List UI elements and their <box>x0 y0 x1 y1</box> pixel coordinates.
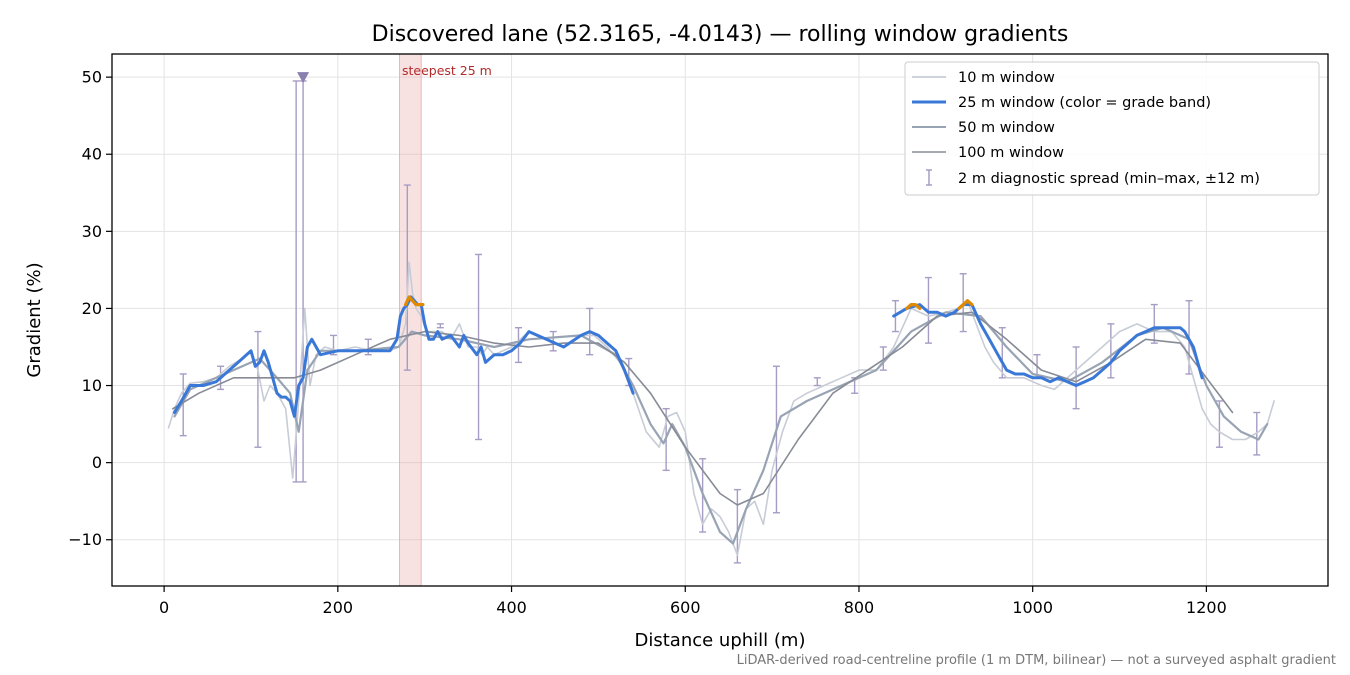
spread-error-bar <box>1150 303 1158 344</box>
legend-swatch-spread <box>926 169 932 186</box>
legend-label-50m: 50 m window <box>958 120 1055 136</box>
plot-frame <box>111 53 1329 587</box>
x-tick-label: 600 <box>670 598 701 617</box>
x-tick-label: 1200 <box>1186 598 1227 617</box>
spread-error-bar <box>254 330 262 448</box>
y-axis-ticks: −10 0 10 20 30 40 50 <box>68 68 112 549</box>
series-line-25m <box>892 303 1204 387</box>
series-line-25m-steep <box>404 295 425 307</box>
steepest-band-rect <box>398 53 422 587</box>
x-tick-label: 0 <box>159 598 169 617</box>
y-tick-label: 50 <box>82 68 102 87</box>
x-tick-label: 800 <box>844 598 875 617</box>
series-line-25m-steep <box>957 299 974 310</box>
gradient-series <box>167 261 1275 557</box>
x-axis-title: Distance uphill (m) <box>635 630 806 651</box>
series-line-10m <box>167 261 1275 557</box>
y-tick-label: −10 <box>68 530 102 549</box>
spread-error-bar <box>436 323 444 329</box>
grid <box>112 54 1328 586</box>
spread-error-bar <box>1107 323 1115 379</box>
legend-label-spread: 2 m diagnostic spread (min–max, ±12 m) <box>958 171 1260 187</box>
series-line-25m-steep <box>905 303 922 310</box>
spread-error-bar <box>403 184 411 371</box>
legend-label-25m: 25 m window (color = grade band) <box>958 95 1211 111</box>
legend: 10 m window 25 m window (color = grade b… <box>904 61 1320 196</box>
y-tick-label: 0 <box>92 453 102 472</box>
clipped-marker-icon <box>297 72 310 84</box>
y-tick-label: 20 <box>82 299 102 318</box>
spread-error-bar <box>179 373 187 437</box>
legend-box <box>904 61 1320 196</box>
spread-error-bar <box>733 488 741 564</box>
y-axis-title: Gradient (%) <box>24 262 45 377</box>
y-tick-label: 40 <box>82 145 102 164</box>
spread-error-bar <box>475 253 483 441</box>
chart-title: Discovered lane (52.3165, -4.0143) — rol… <box>372 22 1069 47</box>
legend-label-10m: 10 m window <box>958 70 1055 86</box>
x-tick-label: 1000 <box>1012 598 1053 617</box>
legend-label-100m: 100 m window <box>958 145 1064 161</box>
x-axis-ticks: 0 200 400 600 800 1000 1200 <box>159 586 1227 617</box>
series-line-50m <box>173 311 1269 545</box>
spread-error-bar <box>292 80 300 483</box>
steepest-label: steepest 25 m <box>402 63 492 78</box>
steepest-band <box>398 53 422 587</box>
spread-error-bar <box>772 365 780 514</box>
x-tick-label: 200 <box>323 598 354 617</box>
y-tick-label: 30 <box>82 222 102 241</box>
y-tick-label: 10 <box>82 376 102 395</box>
spread-error-bar <box>879 346 887 371</box>
spread-error-bar <box>813 377 821 387</box>
series-line-100m <box>172 311 1234 506</box>
footnote: LiDAR-derived road-centreline profile (1… <box>737 653 1336 668</box>
x-tick-label: 400 <box>496 598 527 617</box>
